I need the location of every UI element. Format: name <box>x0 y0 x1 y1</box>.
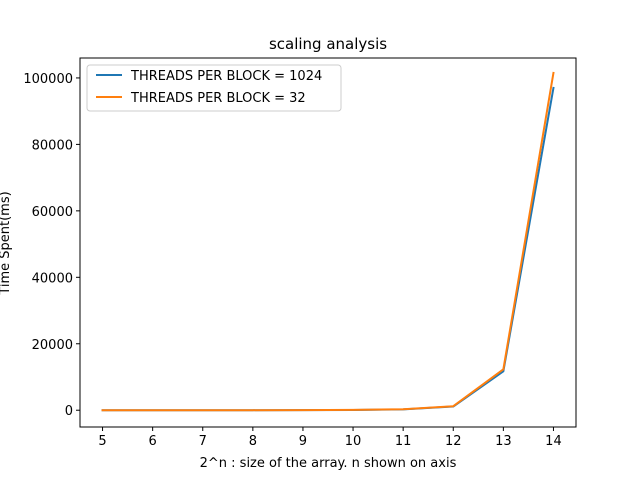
legend: THREADS PER BLOCK = 1024 THREADS PER BLO… <box>86 64 342 112</box>
plot-frame <box>79 57 577 428</box>
y-tick-label: 80000 <box>32 138 73 153</box>
x-axis: 5 6 7 8 9 10 11 12 13 14 <box>98 427 562 449</box>
x-tick-label: 7 <box>199 434 207 449</box>
x-axis-label: 2^n : size of the array. n shown on axis <box>200 456 457 471</box>
x-tick-label: 10 <box>345 434 362 449</box>
y-axis-label: Time Spent(ms) <box>0 191 13 295</box>
y-tick-label: 60000 <box>32 205 73 220</box>
x-tick-label: 13 <box>495 434 512 449</box>
x-tick-label: 8 <box>249 434 257 449</box>
y-tick-label: 20000 <box>32 338 73 353</box>
legend-label-32: THREADS PER BLOCK = 32 <box>130 91 306 106</box>
y-tick-label: 40000 <box>32 271 73 286</box>
chart-title: scaling analysis <box>269 35 387 53</box>
legend-label-1024: THREADS PER BLOCK = 1024 <box>130 69 322 84</box>
series-line-0 <box>101 86 555 412</box>
x-tick-label: 14 <box>545 434 562 449</box>
plot-lines <box>101 71 555 412</box>
legend-box <box>86 64 342 112</box>
x-tick-label: 11 <box>395 434 412 449</box>
y-axis: 0 20000 40000 60000 80000 100000 <box>23 72 80 419</box>
x-tick-label: 12 <box>445 434 462 449</box>
series-line-1 <box>101 71 555 412</box>
x-tick-label: 6 <box>149 434 157 449</box>
x-tick-label: 9 <box>299 434 307 449</box>
x-tick-label: 5 <box>98 434 106 449</box>
y-tick-label: 0 <box>65 404 73 419</box>
y-tick-label: 100000 <box>23 72 73 87</box>
